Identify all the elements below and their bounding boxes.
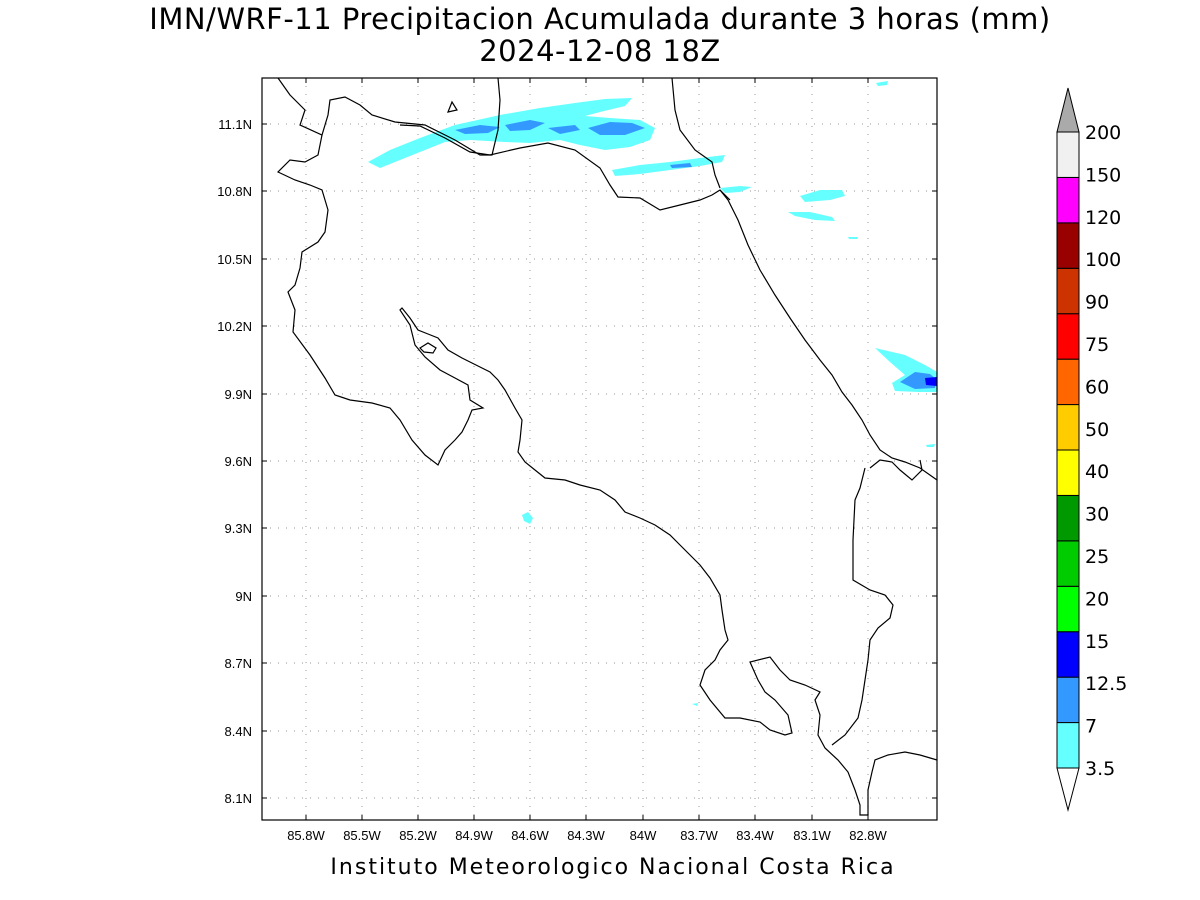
colorbar-box [1056,313,1080,360]
colorbar-box [1056,722,1080,769]
colorbar-box [1056,540,1080,587]
colorbar-label: 3.5 [1085,758,1115,780]
colorbar-label: 120 [1085,207,1121,229]
colorbar-box [1056,222,1080,269]
lon-tick-label: 85.2W [399,828,437,843]
lake-nicaragua-island [447,100,458,113]
lat-tick-label: 10.8N [217,184,252,199]
caribbean-coast [719,189,938,481]
lon-tick-label: 84.6W [511,828,549,843]
lon-tick-label: 83.4W [736,828,774,843]
colorbar-label: 150 [1085,164,1121,186]
colorbar-box [1056,494,1080,542]
lat-tick-label: 8.4N [225,724,252,739]
lat-tick-label: 8.1N [225,791,252,806]
colorbar-label: 7 [1085,716,1097,738]
precip-area [692,703,698,706]
colorbar-label: 20 [1085,588,1109,610]
precip-area [926,444,935,447]
colorbar-label: 90 [1085,292,1109,314]
colorbar-box [1056,449,1080,496]
lat-tick-label: 11.1N [218,117,252,132]
lon-tick-label: 84W [630,828,657,843]
axis-ticks: 85.8W 85.5W 85.2W 84.9W 84.6W 84.3W 84W 83.7W 83… [217,78,937,843]
precip-area [455,125,500,134]
coastlines [276,77,938,816]
nicaragua-border-west [277,77,501,156]
lat-tick-label: 10.5N [217,252,252,267]
map-title: IMN/WRF-11 Precipitacion Acumulada duran… [149,2,1051,36]
colorbar-box [1056,404,1080,451]
lat-tick-label: 9.6N [225,454,252,469]
colorbar-label: 200 [1085,122,1121,144]
grid-lines [262,78,937,820]
lat-tick-label: 9.3N [225,521,252,536]
precip-area [368,98,655,168]
precip-area [588,122,645,135]
map-date: 2024-12-08 18Z [479,34,721,68]
colorbar-box [1056,676,1080,724]
colorbar-label: 12.5 [1085,673,1127,695]
colorbar-box [1056,631,1080,678]
colorbar-box [1056,176,1080,224]
precip-area [788,212,835,221]
lon-tick-label: 84.3W [567,828,605,843]
precip-area [548,125,580,134]
precip-area [876,81,888,86]
lon-tick-label: 84.9W [455,828,493,843]
costa-rica-north-border [399,124,731,211]
precip-area [720,186,752,193]
colorbar-box [1056,585,1080,633]
colorbar-label: 15 [1085,631,1109,653]
pacific-coast-north [276,134,938,816]
lon-tick-label: 85.5W [343,828,381,843]
lon-tick-label: 82.8W [849,828,887,843]
nicaragua-caribbean-coast [671,77,721,189]
colorbar: 3.5 7 12.5 15 20 25 30 40 50 60 75 90 100 120 150 200 [1056,87,1127,812]
precip-area [925,377,937,386]
precip-area [848,237,858,239]
colorbar-label: 25 [1085,546,1109,568]
precip-area [505,120,545,131]
lat-tick-label: 10.2N [217,319,252,334]
footer-credit: Instituto Meteorologico Nacional Costa R… [330,855,896,880]
colorbar-box [1056,131,1080,178]
colorbar-box [1056,358,1080,406]
map-frame [261,77,938,821]
colorbar-label: 60 [1085,376,1109,398]
colorbar-label: 30 [1085,504,1109,526]
lon-tick-label: 83.7W [680,828,718,843]
precip-area [670,163,692,168]
lat-tick-label: 9.9N [225,387,252,402]
colorbar-top-arrow [1056,87,1080,133]
lat-tick-label: 9N [235,589,252,604]
precipitation-areas [368,81,937,706]
nicoya-island [419,342,437,354]
lat-tick-label: 8.7N [225,656,252,671]
precip-area [800,190,845,202]
precip-area [522,512,533,524]
precip-area [612,155,725,176]
colorbar-box [1056,267,1080,315]
colorbar-bottom-arrow [1056,767,1080,812]
colorbar-label: 100 [1085,249,1121,271]
lon-tick-label: 83.1W [793,828,831,843]
colorbar-label: 40 [1085,461,1109,483]
lon-tick-label: 85.8W [287,828,325,843]
colorbar-label: 75 [1085,334,1109,356]
panama-border [831,459,923,746]
colorbar-label: 50 [1085,419,1109,441]
